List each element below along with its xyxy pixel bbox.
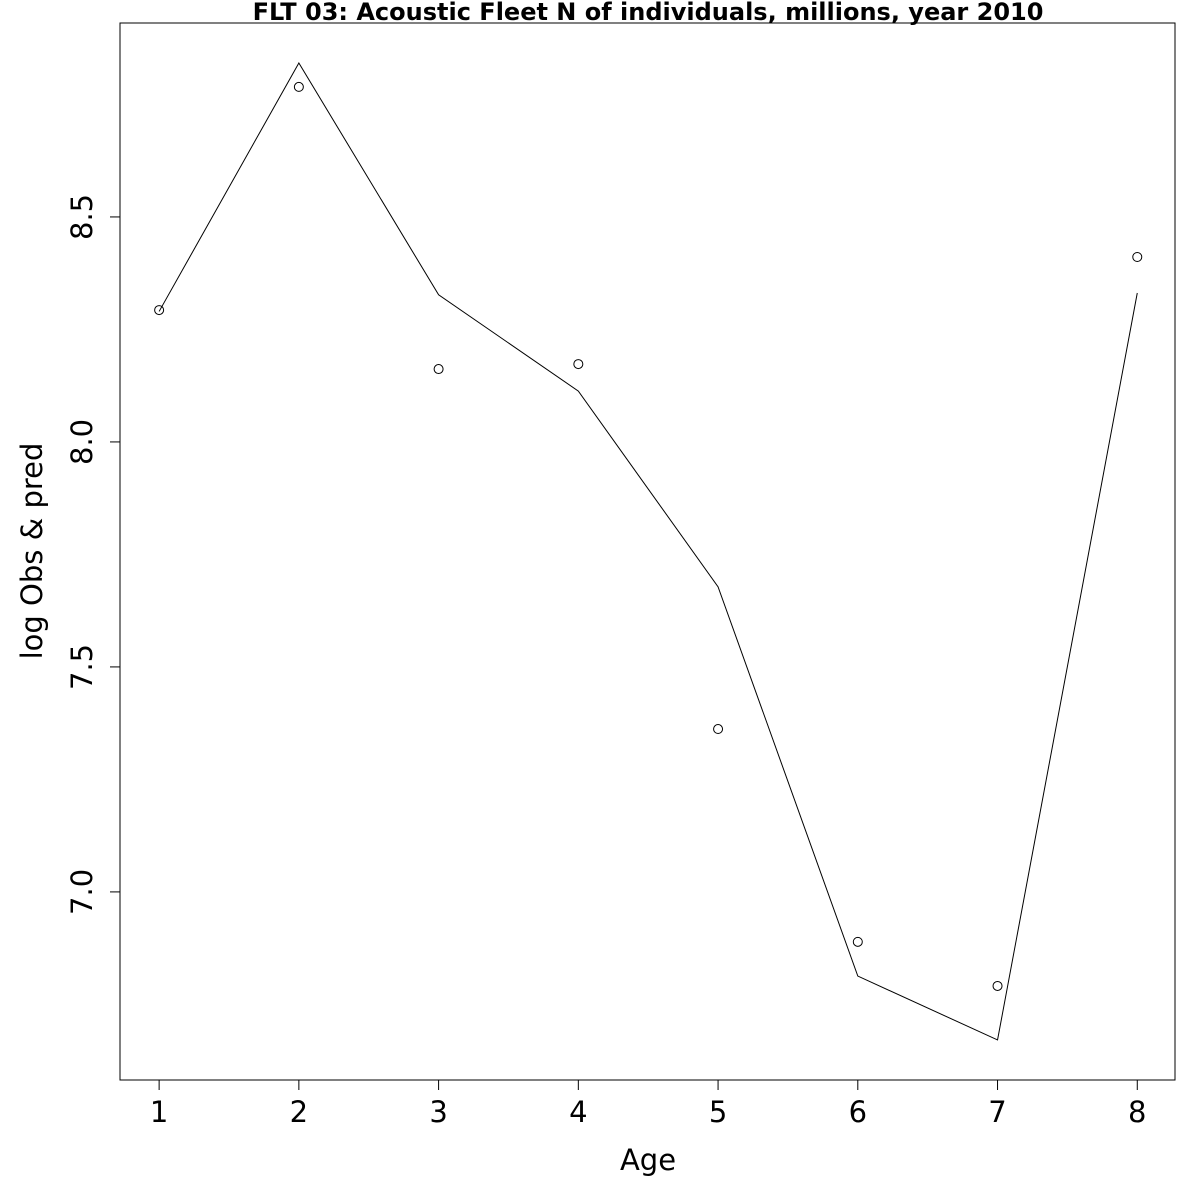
x-axis-title: Age — [620, 1143, 676, 1177]
x-tick-label: 6 — [849, 1095, 867, 1129]
data-point — [992, 980, 1003, 991]
data-point — [1132, 251, 1143, 262]
x-tick-label: 1 — [150, 1095, 168, 1129]
x-tick-label: 5 — [709, 1095, 727, 1129]
y-tick-label: 8.0 — [65, 419, 99, 465]
chart-title: FLT 03: Acoustic Fleet N of individuals,… — [253, 0, 1044, 26]
plot-frame — [119, 22, 1176, 1081]
x-tick-label: 8 — [1128, 1095, 1146, 1129]
data-point — [293, 81, 304, 92]
data-point — [154, 305, 165, 316]
y-tick-label: 7.0 — [65, 869, 99, 915]
x-tick-label: 2 — [290, 1095, 308, 1129]
y-tick-label: 7.5 — [65, 644, 99, 690]
x-tick-label: 3 — [429, 1095, 447, 1129]
data-point — [852, 936, 863, 947]
data-point — [433, 364, 444, 375]
data-point — [573, 359, 584, 370]
data-line — [158, 62, 1138, 1041]
x-tick-label: 7 — [988, 1095, 1006, 1129]
data-point — [713, 724, 724, 735]
x-tick-label: 4 — [569, 1095, 587, 1129]
y-axis-title: log Obs & pred — [15, 443, 49, 660]
y-tick-label: 8.5 — [65, 194, 99, 240]
